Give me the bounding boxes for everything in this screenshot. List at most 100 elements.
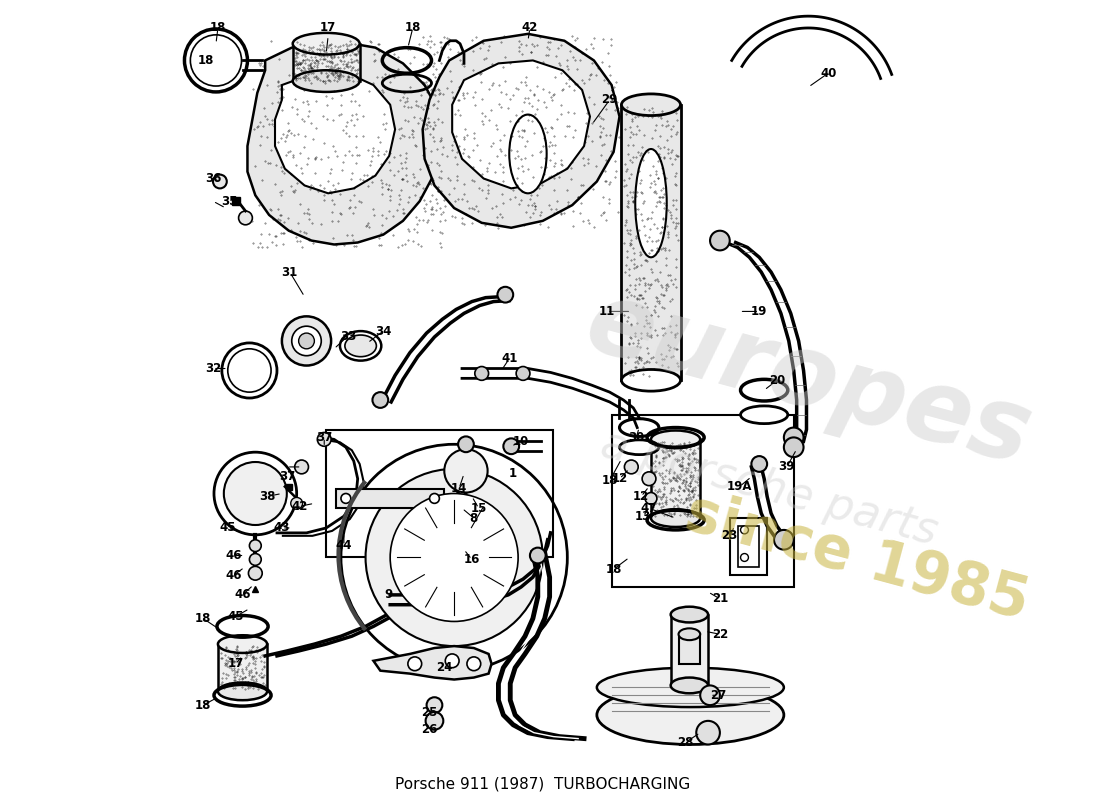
Bar <box>679 634 701 664</box>
Bar <box>336 489 444 508</box>
Ellipse shape <box>679 628 701 640</box>
Ellipse shape <box>651 430 701 448</box>
Text: 38: 38 <box>258 490 275 503</box>
Ellipse shape <box>345 335 376 357</box>
Circle shape <box>530 548 546 563</box>
Ellipse shape <box>293 70 360 92</box>
Ellipse shape <box>509 114 547 194</box>
Text: 39: 39 <box>779 461 795 474</box>
Circle shape <box>292 326 321 356</box>
Text: 32: 32 <box>205 362 221 375</box>
Text: 15: 15 <box>471 502 487 514</box>
Text: since 1985: since 1985 <box>680 484 1036 630</box>
Text: 36: 36 <box>205 172 221 185</box>
Text: 37: 37 <box>316 431 332 444</box>
Circle shape <box>408 657 421 670</box>
Text: 27: 27 <box>710 689 726 702</box>
Text: 21: 21 <box>712 592 728 606</box>
Circle shape <box>223 462 287 525</box>
Circle shape <box>290 498 303 510</box>
Text: 30: 30 <box>628 431 645 444</box>
Circle shape <box>250 540 261 551</box>
Circle shape <box>774 530 794 550</box>
Circle shape <box>250 554 261 566</box>
Text: 47: 47 <box>641 502 657 514</box>
Circle shape <box>475 366 488 380</box>
Text: 35: 35 <box>221 194 238 208</box>
Circle shape <box>784 427 803 447</box>
Circle shape <box>497 287 514 302</box>
Text: 43: 43 <box>274 522 290 534</box>
Circle shape <box>228 349 271 392</box>
Text: 26: 26 <box>421 723 438 736</box>
Circle shape <box>466 657 481 670</box>
Text: 22: 22 <box>712 628 728 641</box>
Circle shape <box>298 333 315 349</box>
Circle shape <box>295 460 308 474</box>
Text: 16: 16 <box>464 553 480 566</box>
Ellipse shape <box>293 33 360 54</box>
Bar <box>218 644 267 691</box>
Text: 1: 1 <box>509 467 517 480</box>
Text: 17: 17 <box>228 658 244 670</box>
Ellipse shape <box>218 635 267 653</box>
Circle shape <box>625 460 638 474</box>
Bar <box>671 614 708 686</box>
Text: 19A: 19A <box>727 480 752 493</box>
Circle shape <box>516 366 530 380</box>
Circle shape <box>645 493 657 504</box>
Text: 41: 41 <box>502 352 517 365</box>
Polygon shape <box>248 41 442 245</box>
Text: 14: 14 <box>451 482 468 495</box>
Ellipse shape <box>671 606 708 622</box>
Circle shape <box>282 316 331 366</box>
Text: 37: 37 <box>278 470 295 483</box>
Ellipse shape <box>340 331 382 361</box>
Circle shape <box>239 211 252 225</box>
Bar <box>621 105 681 380</box>
Circle shape <box>373 392 388 408</box>
Circle shape <box>701 686 719 705</box>
Circle shape <box>317 433 331 446</box>
Circle shape <box>213 174 227 188</box>
Text: 42: 42 <box>521 22 538 34</box>
Ellipse shape <box>671 678 708 694</box>
Text: 10: 10 <box>513 435 529 448</box>
Text: a porsche parts: a porsche parts <box>596 423 943 554</box>
Bar <box>729 518 767 575</box>
Circle shape <box>390 494 518 622</box>
Circle shape <box>751 456 767 472</box>
Text: 29: 29 <box>602 94 618 106</box>
Text: 19: 19 <box>751 305 768 318</box>
Circle shape <box>444 450 487 493</box>
Circle shape <box>341 444 568 670</box>
Polygon shape <box>452 61 590 188</box>
Text: 25: 25 <box>421 706 438 719</box>
Text: 46: 46 <box>226 549 242 562</box>
Text: 18: 18 <box>195 612 211 625</box>
Text: 28: 28 <box>678 736 694 749</box>
Text: 46: 46 <box>234 588 251 602</box>
Text: 18: 18 <box>405 22 421 34</box>
Ellipse shape <box>619 440 659 454</box>
Ellipse shape <box>651 510 701 527</box>
Ellipse shape <box>635 149 667 258</box>
Circle shape <box>426 712 443 730</box>
Ellipse shape <box>597 668 784 707</box>
Text: 12: 12 <box>632 490 649 503</box>
Text: 45: 45 <box>220 522 236 534</box>
Text: 44: 44 <box>336 539 352 552</box>
Text: 13: 13 <box>635 510 651 522</box>
Circle shape <box>365 469 542 646</box>
Bar <box>612 414 794 587</box>
Text: 23: 23 <box>722 530 738 542</box>
Ellipse shape <box>218 682 267 700</box>
Circle shape <box>696 721 719 745</box>
Text: 18: 18 <box>602 474 618 487</box>
Circle shape <box>222 343 277 398</box>
Circle shape <box>249 566 262 580</box>
Ellipse shape <box>619 418 659 437</box>
Bar <box>651 439 701 518</box>
Ellipse shape <box>597 686 784 745</box>
Circle shape <box>504 438 519 454</box>
